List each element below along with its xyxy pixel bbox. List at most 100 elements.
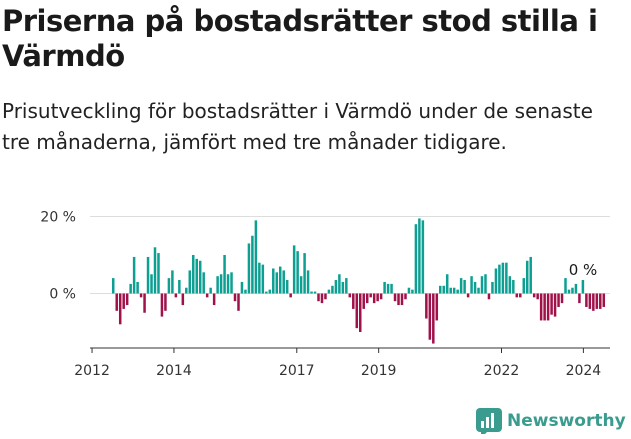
chart-bar <box>390 283 393 294</box>
chart-bar <box>268 289 272 294</box>
chart-bar <box>181 293 185 306</box>
chart-bar <box>487 293 491 300</box>
chart-bar <box>418 218 421 294</box>
chart-bar <box>160 293 164 317</box>
chart-bar <box>442 285 445 294</box>
chart-bar <box>195 258 198 294</box>
chart-bar <box>428 293 432 340</box>
chart-bar <box>546 293 550 321</box>
chart-bar <box>383 281 386 294</box>
chart-bar <box>254 220 258 294</box>
chart-bar <box>198 260 202 294</box>
chart-bar <box>574 283 578 294</box>
chart-bar <box>219 274 223 294</box>
chart-bar <box>164 293 167 311</box>
chart-bar <box>167 278 171 294</box>
chart-bar <box>303 253 306 294</box>
chart-bar <box>306 270 310 294</box>
chart-bar <box>494 268 498 294</box>
chart-bar <box>112 278 115 294</box>
chart-bar <box>525 260 529 294</box>
chart-bar <box>285 280 289 294</box>
chart-bar <box>272 268 275 294</box>
chart-bar <box>432 293 435 344</box>
chart-bar <box>515 293 519 298</box>
chart-bar <box>400 293 404 306</box>
chart-bar <box>202 272 205 294</box>
chart-bar <box>292 245 296 294</box>
chart-bar <box>174 293 178 298</box>
chart-bar <box>212 293 216 306</box>
chart-bar <box>348 293 352 298</box>
chart-bar <box>372 293 376 304</box>
chart-bar <box>317 293 320 302</box>
chart-bar <box>550 293 553 315</box>
x-tick-label: 2012 <box>74 363 110 379</box>
chart-bar <box>539 293 543 321</box>
chart-bar <box>188 270 192 294</box>
chart-bar <box>491 281 494 294</box>
chart-bar <box>588 293 592 309</box>
chart-bar <box>564 278 567 294</box>
chart-bar <box>185 287 188 294</box>
chart-bar <box>355 293 359 329</box>
chart-bar <box>310 291 313 294</box>
chart-bar <box>237 293 240 311</box>
chart-bar <box>118 293 122 325</box>
chart-bar <box>209 287 212 294</box>
chart-bar <box>578 293 581 304</box>
chart-bar <box>519 293 522 298</box>
chart-bar <box>125 293 129 306</box>
chart-bar <box>205 293 209 298</box>
chart-bar <box>456 289 459 294</box>
y-tick-label: 0 % <box>49 287 76 303</box>
x-tick-label: 2019 <box>361 363 397 379</box>
chart-bar <box>359 293 362 332</box>
chart-bar <box>602 293 606 307</box>
x-tick-label: 2014 <box>156 363 192 379</box>
chart-bar <box>153 247 157 294</box>
chart-bar <box>122 293 125 309</box>
chart-bar <box>522 278 526 294</box>
chart-title: Priserna på bostadsrätter stod stilla i … <box>2 4 598 73</box>
chart-bar <box>352 293 355 309</box>
chart-bar <box>261 264 265 294</box>
brand-name: Newsworthy <box>507 411 626 431</box>
chart-bar <box>345 278 348 294</box>
chart-bar <box>331 285 334 294</box>
chart-bar <box>397 293 400 306</box>
chart-bar <box>411 289 414 294</box>
chart-bar <box>543 293 546 321</box>
x-tick-label: 2017 <box>279 363 315 379</box>
chart-bar <box>132 256 136 294</box>
chart-bar <box>376 293 379 302</box>
chart-bar <box>484 274 487 294</box>
chart-bar <box>581 280 585 294</box>
chart-bar <box>536 293 539 300</box>
chart-bar <box>505 262 508 294</box>
x-tick-label: 2024 <box>566 363 602 379</box>
chart-bar <box>251 235 254 294</box>
chart-bar <box>327 289 331 294</box>
chart-bar <box>466 293 470 298</box>
chart-bar <box>178 280 181 294</box>
chart-bar <box>278 266 282 294</box>
chart-bar <box>463 280 466 294</box>
chart-bar <box>150 274 153 294</box>
chart-bar <box>560 293 564 304</box>
chart-bar <box>393 293 397 302</box>
chart-bar <box>425 293 428 319</box>
chart-bar <box>512 280 515 294</box>
chart-bar <box>557 293 560 307</box>
chart-bar <box>365 293 369 304</box>
chart-bar <box>435 293 439 321</box>
chart-bar <box>404 293 407 300</box>
chart-bar <box>313 291 317 294</box>
chart-bar <box>529 256 532 294</box>
chart-bar <box>223 255 226 294</box>
chart-bar <box>473 281 477 294</box>
latest-value-label: 0 % <box>569 261 598 279</box>
chart-bar <box>553 293 557 317</box>
chart-bar <box>508 276 512 294</box>
newsworthy-logo: Newsworthy <box>476 408 626 434</box>
